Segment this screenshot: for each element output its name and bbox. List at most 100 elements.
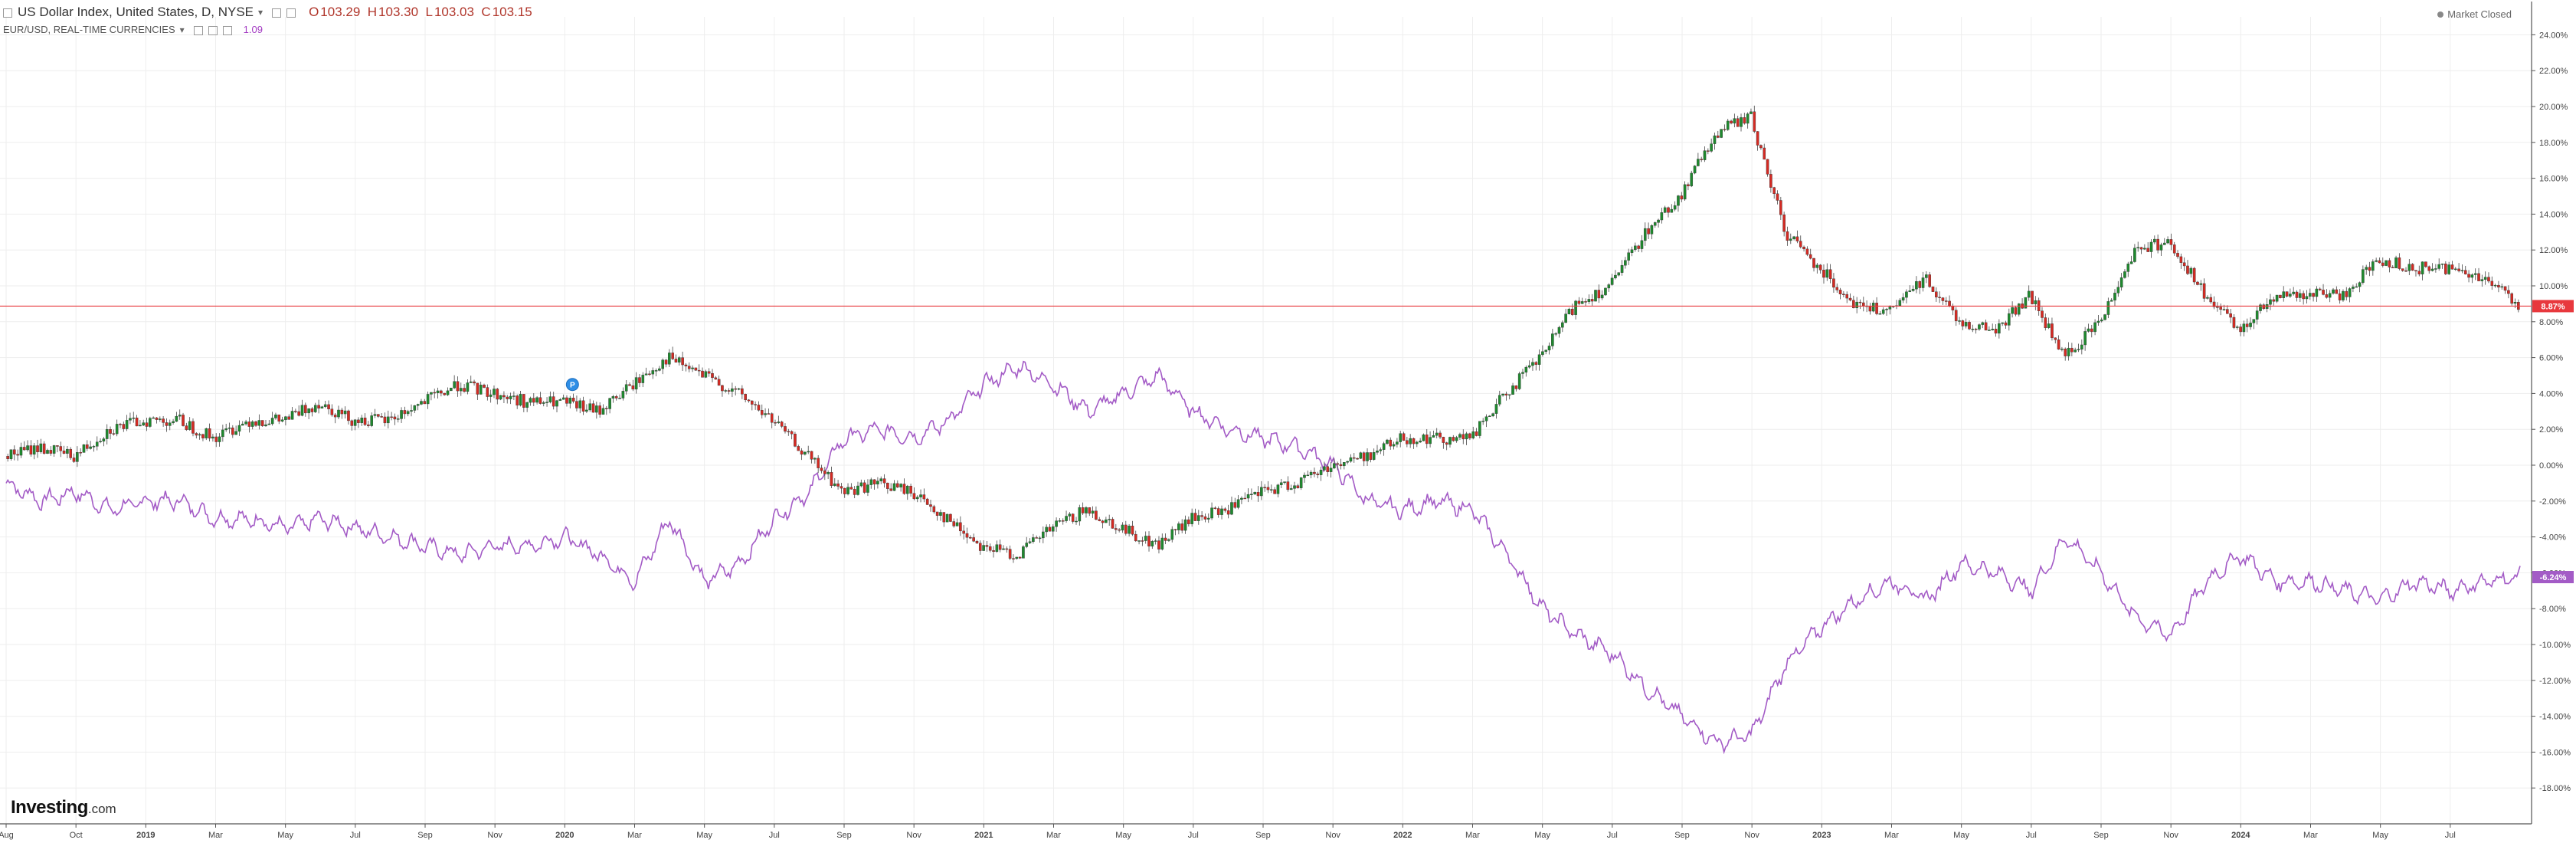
candle-body-down [1763, 147, 1766, 160]
candle-body-down [1071, 513, 1075, 522]
candle-body-down [787, 431, 790, 433]
candlestick [152, 416, 155, 419]
candle-body-up [833, 483, 836, 486]
settings-icon[interactable] [286, 8, 296, 18]
candle-body-up [2077, 349, 2080, 350]
candle-body-up [2362, 269, 2365, 283]
candle-body-down [208, 428, 211, 439]
event-marker[interactable]: P [565, 378, 579, 392]
candle-body-down [1570, 308, 1574, 315]
candle-body-up [9, 449, 13, 459]
candlestick [902, 478, 906, 495]
candlestick [244, 419, 247, 426]
chevron-down-icon[interactable]: ▾ [258, 7, 263, 18]
candle-body-down [182, 415, 185, 426]
candlestick [1898, 298, 1902, 307]
candle-body-down [2302, 293, 2305, 300]
settings-icon[interactable] [208, 25, 218, 35]
candle-body-down [965, 533, 969, 538]
candlestick [959, 516, 962, 536]
candle-body-up [159, 418, 162, 420]
remove-series-icon[interactable] [222, 25, 232, 35]
candlestick [532, 393, 535, 406]
candle-body-up [919, 494, 922, 497]
candle-body-down [2279, 294, 2282, 298]
low-value: 103.03 [434, 5, 474, 19]
candlestick [162, 415, 165, 427]
candlestick [1835, 283, 1839, 293]
hide-series-icon[interactable] [272, 8, 282, 18]
event-marker-label[interactable]: P [570, 382, 575, 390]
candle-body-down [538, 397, 542, 404]
candle-body-up [1299, 477, 1303, 488]
candlestick [1230, 496, 1233, 516]
candle-body-down [1700, 159, 1703, 160]
x-tick-label: Mar [1465, 831, 1480, 840]
candle-body-up [2421, 261, 2424, 274]
candlestick [2096, 315, 2100, 326]
event-marker-circle[interactable] [565, 378, 579, 392]
candle-body-up [2162, 242, 2166, 245]
candlestick [42, 441, 46, 455]
candlestick [929, 500, 932, 512]
candlestick [1366, 448, 1369, 466]
candlestick [1584, 298, 1587, 306]
candle-body-up [1253, 492, 1257, 494]
candle-body-up [1206, 517, 1210, 520]
high-value: 103.30 [378, 5, 419, 19]
candle-body-down [2467, 274, 2470, 278]
candle-body-up [2407, 264, 2411, 271]
candlestick [72, 453, 76, 464]
candlestick [1954, 307, 1958, 326]
candle-body-up [105, 429, 109, 439]
candlestick [2338, 289, 2342, 304]
candlestick [1352, 452, 1356, 463]
candlestick [1905, 289, 1908, 303]
candlestick [846, 483, 849, 496]
candlestick [2440, 263, 2444, 269]
chevron-down-icon[interactable]: ▾ [179, 24, 185, 35]
candlestick [2196, 280, 2199, 286]
candle-body-down [69, 448, 73, 458]
candlestick [211, 434, 214, 442]
candlestick [2483, 271, 2487, 285]
candlestick [631, 379, 635, 392]
candle-body-down [2381, 262, 2385, 266]
candlestick [843, 487, 846, 498]
candlestick [1557, 325, 1561, 338]
candle-body-up [139, 425, 142, 427]
candlestick [1180, 519, 1183, 533]
candle-body-down [2054, 337, 2057, 340]
candle-body-up [1432, 435, 1435, 438]
candle-body-up [1429, 437, 1432, 444]
candlestick [1587, 294, 1591, 304]
candle-body-down [1296, 485, 1300, 488]
candlestick [1925, 271, 1928, 284]
candle-body-down [707, 371, 711, 374]
candlestick [506, 395, 509, 404]
candle-body-up [1750, 111, 1753, 114]
x-tick-label: May [1953, 831, 1969, 840]
candlestick [1233, 497, 1237, 509]
grid-lines [0, 17, 2532, 824]
candlestick [46, 448, 49, 454]
candlestick [287, 414, 291, 420]
candlestick [1081, 502, 1085, 516]
candlestick [935, 511, 939, 521]
candlestick [876, 477, 879, 489]
candlestick [830, 466, 833, 489]
candlestick [727, 388, 731, 395]
collapse-toggle-icon[interactable] [3, 8, 12, 18]
candlestick [658, 366, 661, 372]
candlestick [561, 394, 565, 400]
candle-body-down [277, 414, 281, 422]
candle-body-up [1567, 308, 1571, 314]
hide-series-icon[interactable] [193, 25, 203, 35]
candle-body-up [1501, 393, 1504, 395]
candle-body-up [512, 395, 516, 397]
candle-body-up [2513, 302, 2517, 304]
candle-body-up [661, 359, 665, 369]
candlestick [29, 440, 33, 457]
candlestick [290, 407, 294, 420]
